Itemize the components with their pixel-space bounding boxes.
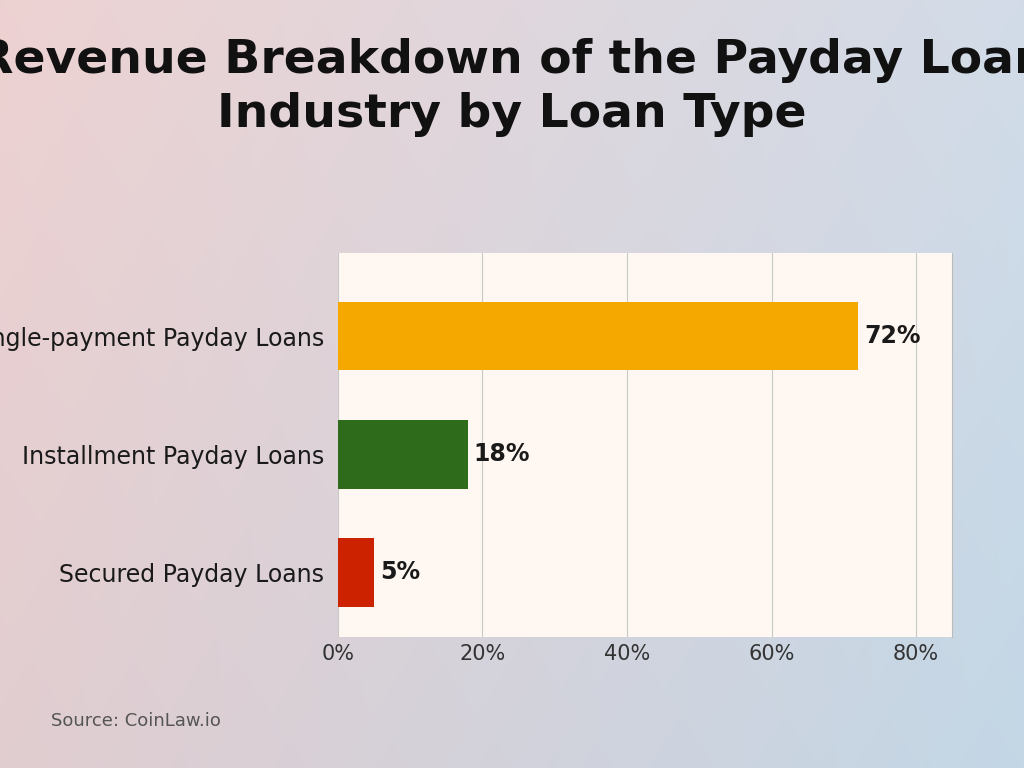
Bar	[338, 538, 374, 607]
Text: 5%: 5%	[380, 561, 420, 584]
Text: 72%: 72%	[864, 324, 921, 348]
Bar	[338, 420, 468, 488]
Text: 18%: 18%	[474, 442, 530, 466]
Text: Source: CoinLaw.io: Source: CoinLaw.io	[51, 712, 221, 730]
Bar	[338, 302, 858, 370]
Text: Revenue Breakdown of the Payday Loan
Industry by Loan Type: Revenue Breakdown of the Payday Loan Ind…	[0, 38, 1024, 137]
